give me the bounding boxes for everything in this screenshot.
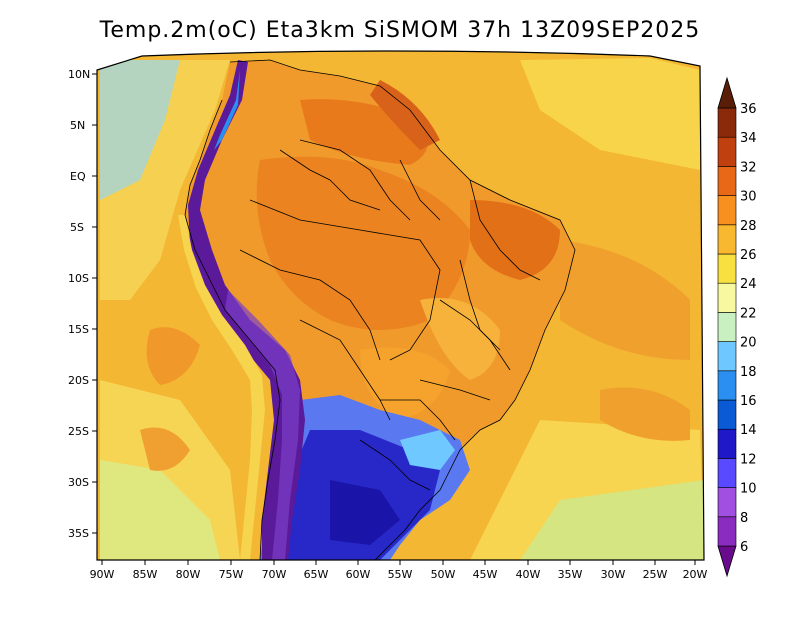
border-para: [399, 159, 441, 221]
colorbar-swatch: [717, 312, 737, 342]
lat-label: 10S: [68, 272, 89, 285]
colorbar-label: 12: [740, 452, 757, 467]
colorbar-label: 28: [740, 219, 757, 234]
north-atlantic-cool: [520, 58, 700, 170]
lon-label: 55W: [388, 568, 413, 581]
colorbar-label: 8: [740, 511, 748, 526]
lon-label: 40W: [516, 568, 541, 581]
colorbar-upper-extension: [717, 76, 737, 109]
colorbar-lower-extension: [717, 545, 737, 578]
colorbar-label: 36: [740, 102, 757, 117]
colorbar-swatch: [717, 282, 737, 313]
colorbar-label: 26: [740, 248, 757, 263]
lon-label: 75W: [219, 568, 244, 581]
lat-label: 15S: [68, 323, 89, 336]
north-andes-cool: [214, 70, 240, 150]
lon-label: 85W: [133, 568, 158, 581]
border-paraguay-brazil: [380, 399, 456, 441]
border-bolivia-paraguay: [299, 319, 391, 421]
lon-label: 65W: [304, 568, 329, 581]
colorbar-label: 20: [740, 336, 757, 351]
lon-label: 80W: [176, 568, 201, 581]
lon-label: 35W: [558, 568, 583, 581]
colorbar-swatch: [717, 253, 737, 284]
colorbar-label: 6: [740, 540, 748, 555]
colorbar-swatch: [717, 458, 737, 488]
pampas-cold: [330, 480, 400, 545]
colorbar-label: 14: [740, 423, 757, 438]
map-title: Temp.2m(oC) Eta3km SiSMOM 37h 13Z09SEP20…: [99, 18, 701, 43]
border-goias: [439, 299, 511, 371]
lat-label: 5S: [70, 221, 84, 234]
lat-label: EQ: [70, 170, 86, 183]
colorbar-swatch: [717, 399, 737, 430]
lon-label: 60W: [346, 568, 371, 581]
pacific-cold-patch: [100, 60, 180, 200]
colorbar-swatch: [717, 224, 737, 255]
lon-label: 45W: [473, 568, 498, 581]
colorbar-swatch: [717, 136, 737, 167]
colorbar-swatch: [717, 428, 737, 459]
colorbar-swatch: [717, 487, 737, 518]
colorbar-label: 18: [740, 365, 757, 380]
lat-label: 35S: [68, 527, 89, 540]
northeast-hot-zone: [470, 200, 560, 280]
plot-frame: [96, 50, 705, 561]
colorbar-swatch: [717, 166, 737, 196]
border-colombia: [279, 149, 331, 181]
pacific-coastline: [184, 99, 281, 560]
colorbar-label: 30: [740, 190, 757, 205]
colorbar-swatch: [717, 195, 737, 226]
colorbar-label: 24: [740, 277, 757, 292]
border-southeast: [419, 379, 491, 401]
lon-label: 50W: [431, 568, 456, 581]
colorbar-swatch: [717, 341, 737, 372]
lon-label: 20W: [683, 568, 708, 581]
amazon-hot-zone: [256, 156, 470, 330]
colorbar-label: 32: [740, 160, 757, 175]
central-warm-zone: [360, 347, 450, 420]
border-uruguay: [359, 439, 431, 491]
south-pacific-colder: [100, 460, 220, 560]
lat-label: 20S: [68, 374, 89, 387]
colorbar-label: 22: [740, 306, 757, 321]
colorbar-swatch: [717, 516, 737, 547]
colorbar-label: 34: [740, 131, 757, 146]
border-peru-bolivia: [239, 249, 381, 361]
lat-label: 5N: [70, 119, 85, 132]
lat-label: 25S: [68, 425, 89, 438]
colorbar-swatch: [717, 107, 737, 138]
border-ne-states: [469, 179, 541, 281]
lat-label: 30S: [68, 476, 89, 489]
lat-axis: 10N 5N EQ 5S 10S 15S 20S 25S 30S 35S: [68, 68, 97, 540]
country-borders: [184, 59, 576, 560]
lon-label: 30W: [601, 568, 626, 581]
pacific-warm-patch: [146, 327, 200, 385]
border-amazon-states: [329, 179, 381, 211]
lon-label: 90W: [90, 568, 115, 581]
map-plot: [97, 51, 704, 560]
colorbar-swatch: [717, 370, 737, 401]
lon-label: 25W: [643, 568, 668, 581]
andes-inner: [225, 290, 300, 560]
coastal-strip: [178, 215, 265, 560]
colorbar-label: 10: [740, 482, 757, 497]
lon-axis: 90W 85W 80W 75W 70W 65W 60W 55W 50W 45W …: [90, 560, 708, 581]
atlantic-coastline: [229, 59, 576, 560]
atlantic-warm-zone-2: [600, 387, 690, 441]
south-coast-mild: [400, 430, 455, 470]
atlantic-warm-zone: [560, 240, 690, 360]
colorbar-label: 16: [740, 394, 757, 409]
south-atlantic-colder: [520, 480, 704, 560]
lat-label: 10N: [68, 68, 90, 81]
guiana-hot-zone: [370, 80, 440, 150]
pacific-warm-patch-2: [140, 427, 190, 471]
border-north: [299, 139, 411, 221]
border-brazil-west: [249, 199, 441, 361]
colorbar: 6 8 10 12 14 16 18 20 22 24 26 28 30 32 34 36: [717, 76, 757, 578]
plateau-zone: [420, 298, 500, 380]
lon-label: 70W: [262, 568, 287, 581]
